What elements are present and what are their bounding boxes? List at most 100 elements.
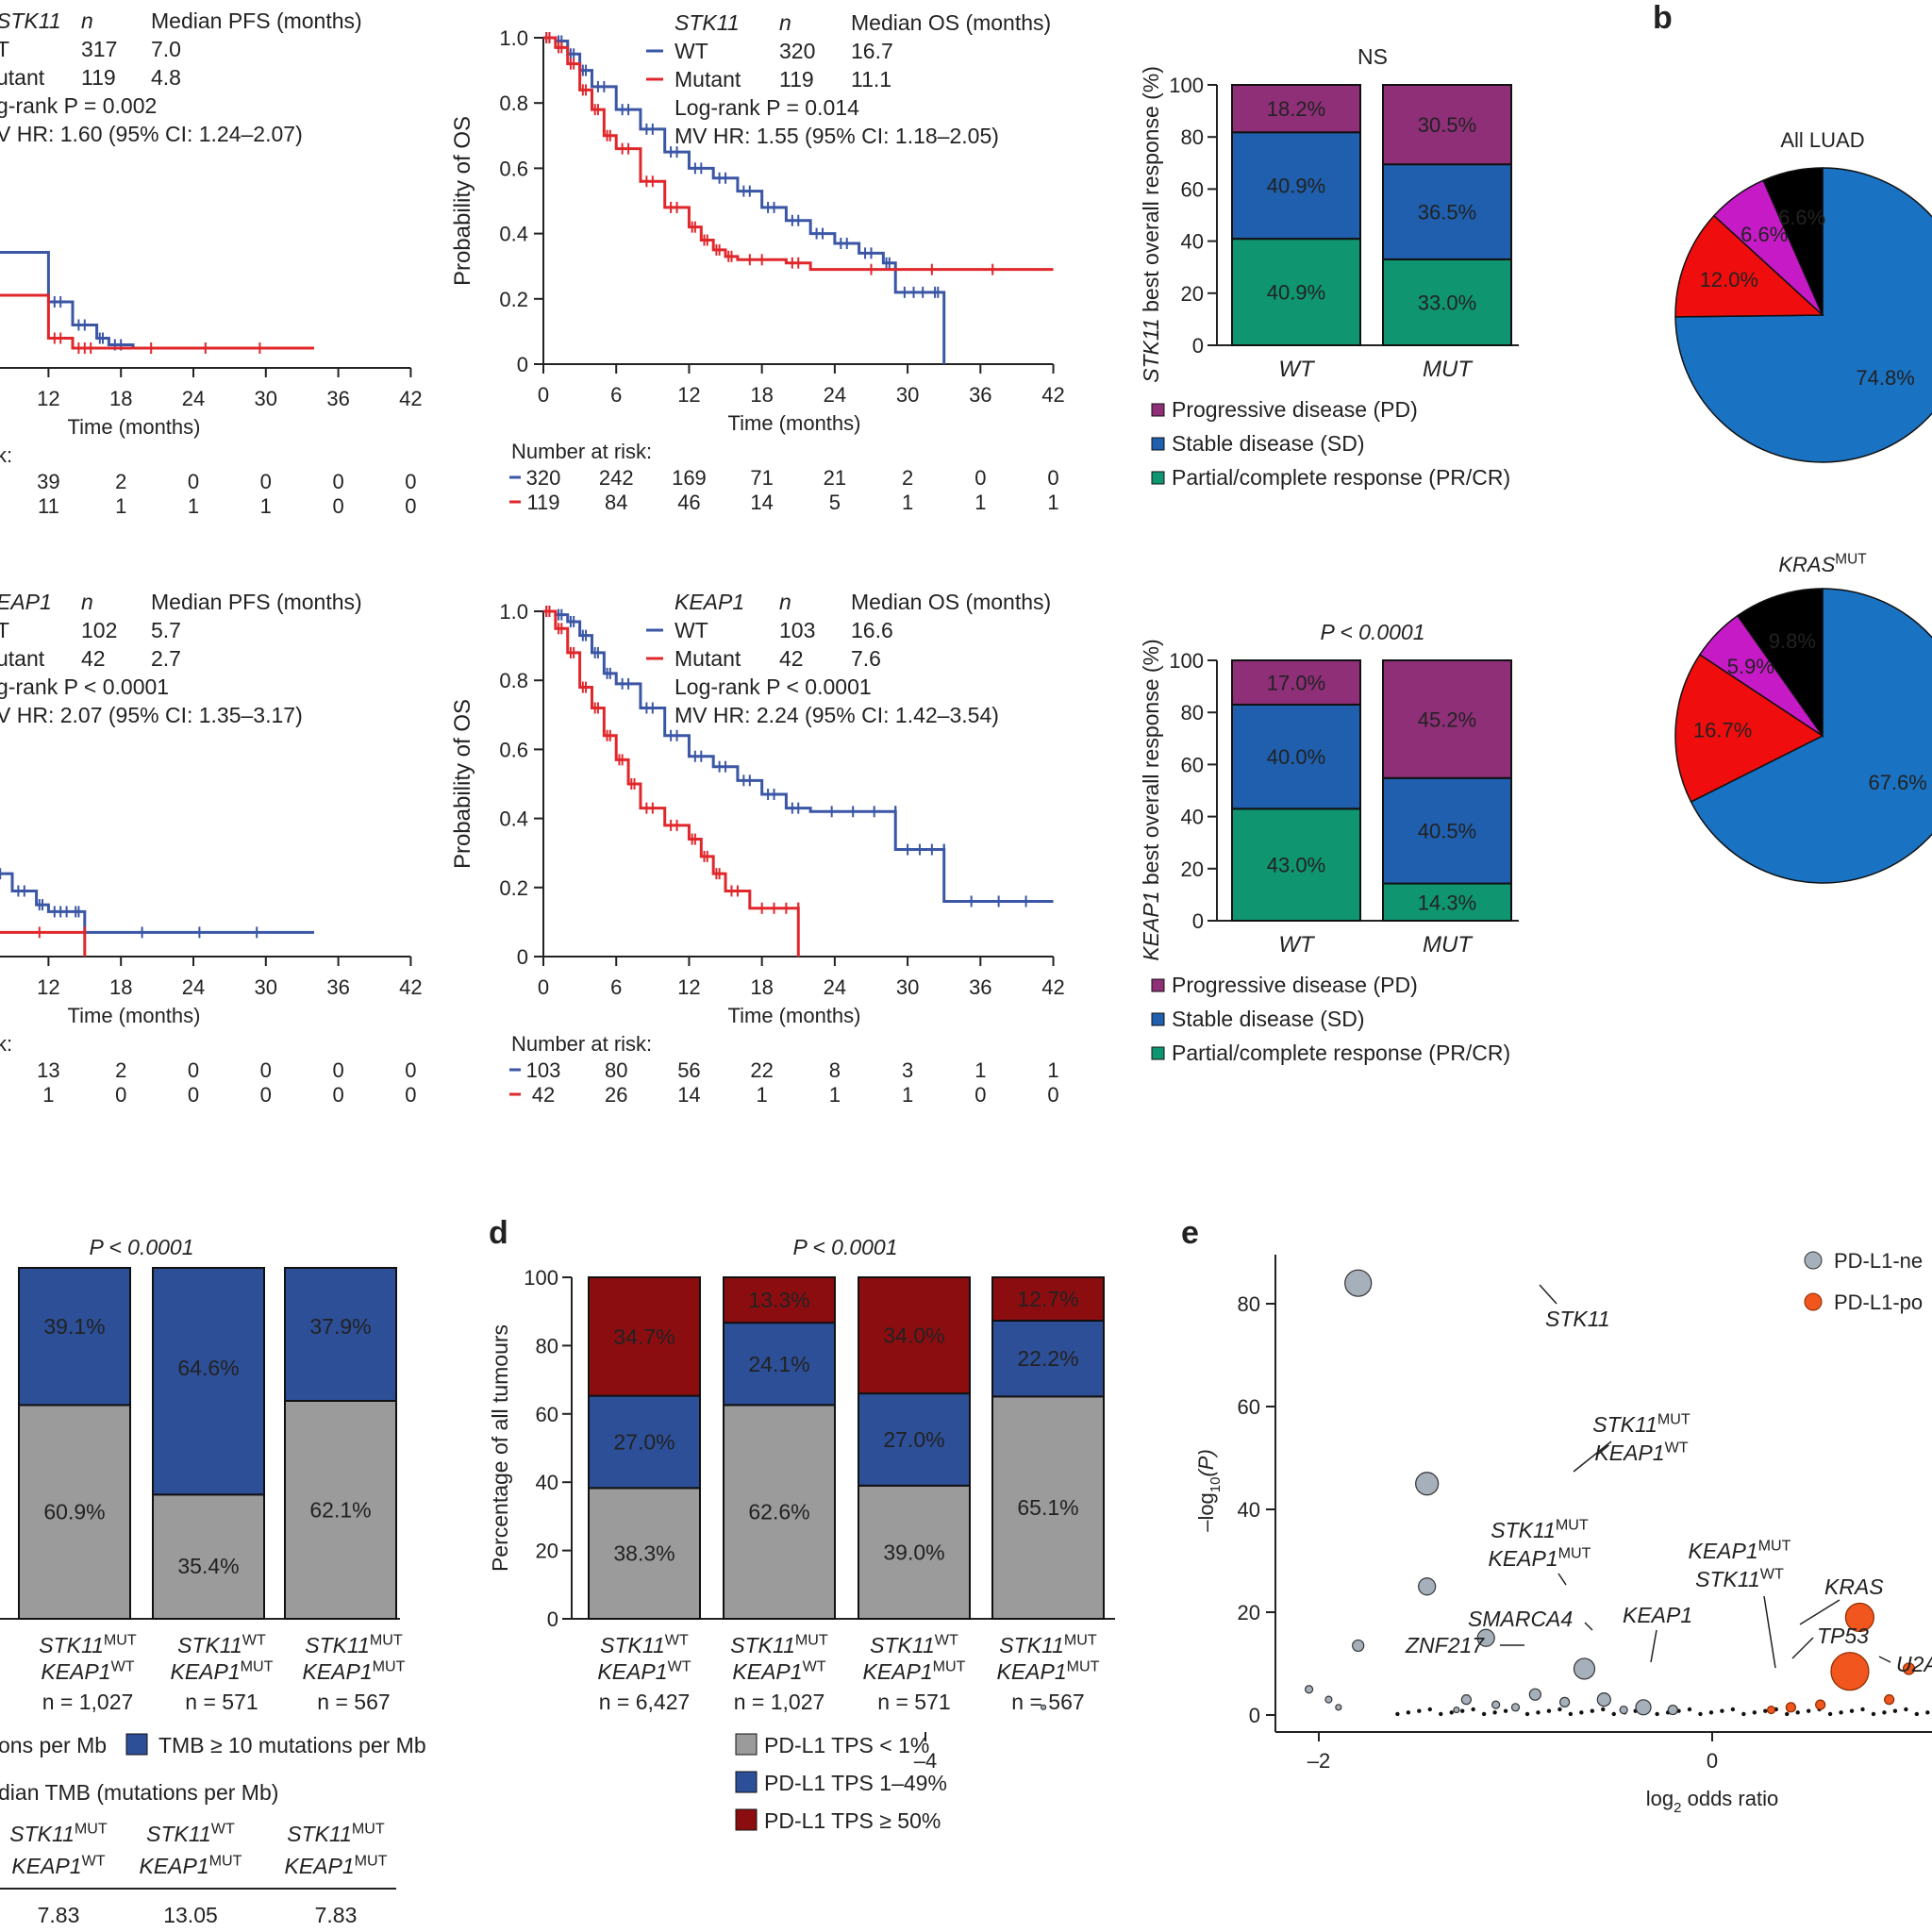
pie-slice	[1674, 167, 1932, 463]
legend-median-header: Median OS (months)	[851, 10, 1051, 35]
x-tick-label: 0	[1707, 1749, 1718, 1773]
y-tick-label: 20	[1181, 282, 1204, 306]
bar-value-label: 62.6%	[748, 1500, 809, 1524]
scatter-point-small	[1698, 1711, 1703, 1717]
x-category-n: n = 571	[185, 1690, 258, 1714]
bar-value-label: 40.9%	[1267, 175, 1325, 198]
scatter-point-small	[1763, 1708, 1768, 1713]
legend-median-header: Median PFS (months)	[151, 590, 362, 614]
x-tick-label: 30	[255, 975, 277, 999]
x-tick-label: 0	[538, 975, 549, 999]
bar-value-label: 64.6%	[177, 1356, 239, 1380]
stat-logrank: g-rank P = 0.002	[0, 93, 157, 118]
scatter-point-small	[1568, 1711, 1574, 1717]
y-tick-label: 100	[1169, 649, 1204, 673]
y-tick-label: 40	[1181, 230, 1204, 254]
panel-label-e-text: e	[1181, 1215, 1199, 1251]
scatter-point-positive	[1766, 1705, 1776, 1715]
risk-value: 1	[188, 494, 199, 518]
y-axis-title: Probability of OS	[450, 116, 475, 286]
legend-swatch-negative	[1804, 1251, 1823, 1270]
risk-value: 14	[750, 491, 773, 514]
scatter-point-small	[1406, 1710, 1411, 1715]
x-tick-label: 12	[37, 387, 59, 410]
pie-slice	[1736, 588, 1824, 739]
x-tick-label: 6	[610, 975, 622, 999]
pie-slice-label: 5.9%	[1727, 655, 1774, 678]
pie-slice	[1674, 214, 1824, 318]
bar-segment	[858, 1392, 971, 1487]
y-tick-label: 20	[1181, 858, 1204, 881]
risk-value: 0	[405, 470, 416, 493]
legend-n-header: n	[779, 590, 791, 614]
risk-value: 84	[605, 491, 627, 514]
risk-value: 0	[260, 470, 272, 493]
risk-value: 26	[605, 1083, 627, 1107]
bar-segment	[1382, 659, 1512, 779]
risk-value: 1	[902, 491, 913, 514]
risk-value: 0	[188, 1083, 199, 1107]
stat-hr: V HR: 1.60 (95% CI: 1.24–2.07)	[0, 122, 303, 146]
bar-segment	[1231, 84, 1361, 134]
label-leader-line	[1791, 1637, 1814, 1659]
x-tick-label: 18	[750, 383, 773, 407]
risk-value: 119	[526, 491, 559, 514]
y-tick-label: 20	[1238, 1601, 1260, 1624]
risk-value: 0	[115, 1083, 126, 1107]
y-tick-label: 40	[1238, 1498, 1260, 1522]
scatter-point-small	[1579, 1710, 1584, 1715]
scatter-point-negative	[1528, 1688, 1541, 1701]
legend-label: PD-L1-ne	[1834, 1249, 1923, 1273]
x-tick-label: 18	[109, 975, 132, 999]
label-leader-line	[1539, 1284, 1557, 1305]
bar-value-label: 34.0%	[883, 1324, 944, 1348]
legend-gene-header: KEAP1	[675, 590, 744, 614]
stat-logrank: Log-rank P = 0.014	[675, 95, 859, 120]
scatter-point-small	[1839, 1710, 1843, 1715]
scatter-point-small	[1546, 1708, 1552, 1713]
label-tp53: TP53	[1817, 1624, 1869, 1648]
km-curve-mutant	[543, 609, 800, 957]
legend-row-n: 102	[81, 618, 117, 642]
risk-value: 0	[260, 1058, 272, 1082]
bar-value-label: 43.0%	[1267, 854, 1325, 877]
scatter-point-small	[1860, 1707, 1865, 1712]
x-tick-label: 42	[399, 387, 422, 410]
legend-n-header: n	[779, 10, 791, 35]
x-category-label: KEAP1WT	[732, 1657, 825, 1684]
legend-row-label: T	[0, 37, 9, 61]
pie-slice-label: 9.8%	[1769, 629, 1816, 653]
legend-row-n: 317	[81, 37, 117, 61]
bar-segment	[284, 1399, 397, 1621]
legend-row-n: 119	[779, 67, 814, 92]
km-curve-mutant	[543, 36, 1054, 272]
table-header: STK11WT	[146, 1820, 235, 1846]
bar-value-label: 18.2%	[1267, 97, 1325, 121]
bar-segment	[723, 1404, 836, 1620]
risk-value: 103	[526, 1058, 561, 1082]
x-tick-label: –2	[1307, 1749, 1330, 1773]
scatter-point-small	[1849, 1708, 1855, 1713]
bar-segment	[1382, 84, 1512, 166]
risk-value: 1	[1047, 491, 1058, 514]
x-category-label: MUT	[1423, 932, 1474, 958]
y-tick-label: 0.2	[499, 876, 528, 900]
risk-value: 71	[750, 466, 773, 490]
legend-swatch	[735, 1808, 758, 1831]
bar-segment	[152, 1267, 265, 1496]
x-tick-label: 36	[326, 975, 349, 999]
bar-segment	[858, 1276, 971, 1395]
x-tick-label: 18	[109, 387, 132, 410]
stat-logrank: Log-rank P < 0.0001	[675, 675, 872, 699]
scatter-point-negative	[1415, 1472, 1440, 1496]
label-stk11mut-keap1mut-a: STK11MUT	[1491, 1516, 1589, 1542]
label-znf217: ZNF217	[1405, 1633, 1485, 1657]
risk-value: 1	[115, 494, 126, 518]
scatter-point-small	[1741, 1711, 1746, 1717]
y-tick-label: 60	[536, 1403, 558, 1426]
bar-segment	[723, 1276, 836, 1324]
scatter-point-positive	[1785, 1702, 1797, 1713]
risk-value: 2	[902, 466, 913, 490]
y-tick-label: 0	[517, 945, 528, 969]
risk-value: 242	[599, 466, 634, 490]
